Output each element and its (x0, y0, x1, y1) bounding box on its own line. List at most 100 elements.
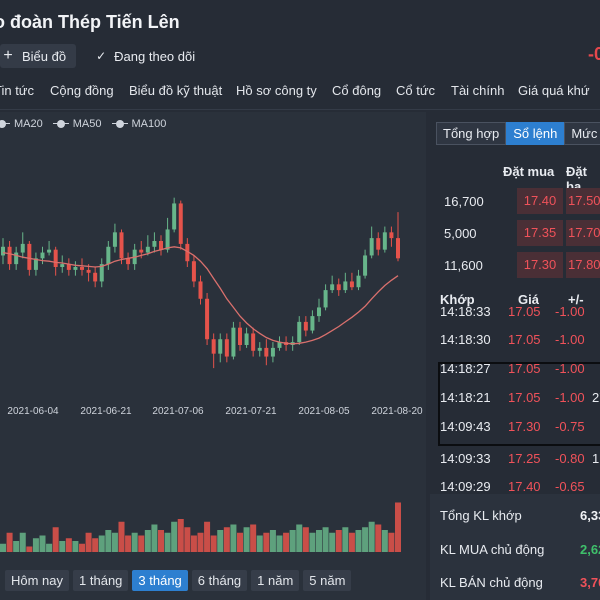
x-axis-label: 2021-06-04 (7, 406, 59, 417)
highlighted-trades-box (438, 362, 600, 446)
volume-bar (243, 527, 250, 552)
volume-bar (395, 502, 401, 552)
volume-bar (362, 527, 369, 552)
nav-item-technical-chart[interactable]: Biểu đồ kỹ thuật (129, 83, 223, 98)
nav-item-price-history[interactable]: Giá quá khứ (518, 83, 590, 98)
volume-bar (138, 535, 145, 552)
range-1-year[interactable]: 1 năm (251, 570, 300, 591)
range-3-months[interactable]: 3 tháng (132, 570, 188, 591)
volume-bar (144, 530, 151, 552)
orderbook-bid-price: 17.40 (517, 188, 563, 214)
candle-body (86, 269, 91, 273)
summary-label: KL MUA chủ động (440, 542, 545, 557)
trade-row: 14:18:27 17.05 -1.00 (430, 355, 600, 384)
candle-body (126, 258, 131, 265)
candle-body (152, 241, 157, 247)
candle-body (389, 232, 394, 239)
candle-body (119, 232, 124, 259)
volume-bar (79, 543, 85, 552)
volume-bar (164, 532, 171, 552)
tab-price-levels[interactable]: Mức g (564, 122, 600, 145)
trade-row: 14:09:43 17.30 -0.75 (430, 413, 600, 442)
orderbook-bid-header: Đặt mua (503, 164, 555, 179)
volume-bar (131, 532, 138, 552)
range-today[interactable]: Hôm nay (5, 570, 70, 591)
tab-order-book[interactable]: Sổ lệnh (506, 122, 565, 145)
range-5-years[interactable]: 5 năm (303, 570, 352, 591)
range-1-month[interactable]: 1 tháng (73, 570, 129, 591)
candlestick-chart[interactable]: 2021-06-04 2021-06-21 2021-07-06 2021-07-21… (0, 112, 426, 568)
volume-bar (276, 535, 283, 552)
chart-panel[interactable]: MA20 MA50 MA100 2021-06-04 2021-06-21 2021… (0, 112, 426, 600)
follow-button[interactable]: ✓ Đang theo dõi (96, 49, 195, 64)
legend-ma100[interactable]: MA100 (111, 118, 167, 130)
nav-item-news[interactable]: Tin tức (0, 83, 35, 98)
orderbook-volume: 16,700 (444, 194, 484, 209)
volume-bar (59, 541, 66, 552)
candle-body (343, 281, 348, 291)
volume-bar (283, 532, 290, 552)
nav-item-finance[interactable]: Tài chính (451, 83, 505, 98)
volume-bar (256, 535, 263, 552)
volume-bar (237, 532, 243, 552)
ma100-marker-icon (111, 119, 128, 129)
legend-ma20[interactable]: MA20 (0, 118, 43, 130)
trade-price: 17.05 (508, 304, 541, 319)
chart-button[interactable]: + Biểu đồ (0, 44, 77, 68)
candle-body (303, 321, 308, 331)
summary-value: 2,62 (580, 542, 600, 557)
nav-item-dividends[interactable]: Cổ tức (396, 83, 436, 98)
nav-item-company-profile[interactable]: Hồ sơ công ty (236, 83, 317, 98)
trades-list[interactable]: 14:18:33 17.05 -1.00 14:18:30 17.05 -1.0… (430, 304, 600, 494)
nav-item-community[interactable]: Cộng đồng (50, 83, 114, 98)
volume-bar (151, 524, 158, 552)
legend-ma100-label: MA100 (131, 118, 167, 130)
candle-body (205, 298, 210, 340)
volume-bar (296, 524, 303, 552)
volume-bar (289, 530, 296, 552)
volume-bar (19, 532, 26, 552)
candle-body (165, 229, 170, 250)
follow-button-label: Đang theo dõi (114, 48, 196, 64)
trade-time: 14:18:21 (440, 390, 491, 405)
volume-bar (85, 532, 92, 552)
trade-change: -0.75 (555, 419, 585, 434)
volume-bar (158, 530, 164, 552)
candle-body (369, 238, 374, 256)
summary-label: Tổng KL khớp (440, 508, 522, 523)
trade-change: -1.00 (555, 332, 585, 347)
trade-price: 17.40 (508, 479, 541, 494)
candle-body (73, 267, 78, 270)
candle-body (376, 238, 381, 250)
tab-summary[interactable]: Tổng hợp (436, 122, 507, 145)
volume-bar (375, 524, 382, 552)
summary-value: 6,33 (580, 508, 600, 523)
volume-bar (13, 541, 20, 552)
candle-body (323, 290, 328, 308)
summary-value: 3,70 (580, 575, 600, 590)
legend-ma20-label: MA20 (14, 118, 43, 130)
volume-bar (32, 538, 39, 552)
nav-item-shareholders[interactable]: Cổ đông (332, 83, 382, 98)
trade-price: 17.05 (508, 390, 541, 405)
order-panel: Tổng hợp Sổ lệnh Mức g Đặt mua Đặt ba 16… (430, 112, 600, 600)
candle-body (99, 264, 104, 282)
candle-body (14, 252, 19, 265)
candle-body (244, 333, 249, 345)
candle-body (80, 267, 84, 270)
trade-price: 17.05 (508, 361, 541, 376)
volume-bar (177, 519, 184, 552)
volume-bar (111, 532, 118, 552)
page-title: o đoàn Thép Tiến Lên (0, 12, 180, 32)
orderbook-row: 16,700 17.40 17.50 (430, 186, 600, 218)
candle-body (172, 203, 177, 230)
candle-body (349, 281, 354, 288)
volume-bar (210, 535, 217, 552)
candle-body (363, 255, 368, 276)
orderbook-ask-price: 17.50 (566, 188, 600, 214)
legend-ma50[interactable]: MA50 (52, 118, 102, 130)
range-6-months[interactable]: 6 tháng (191, 570, 248, 591)
candle-body (396, 238, 400, 259)
orderbook-ask-price: 17.70 (566, 220, 600, 246)
trade-time: 14:09:43 (440, 419, 491, 434)
